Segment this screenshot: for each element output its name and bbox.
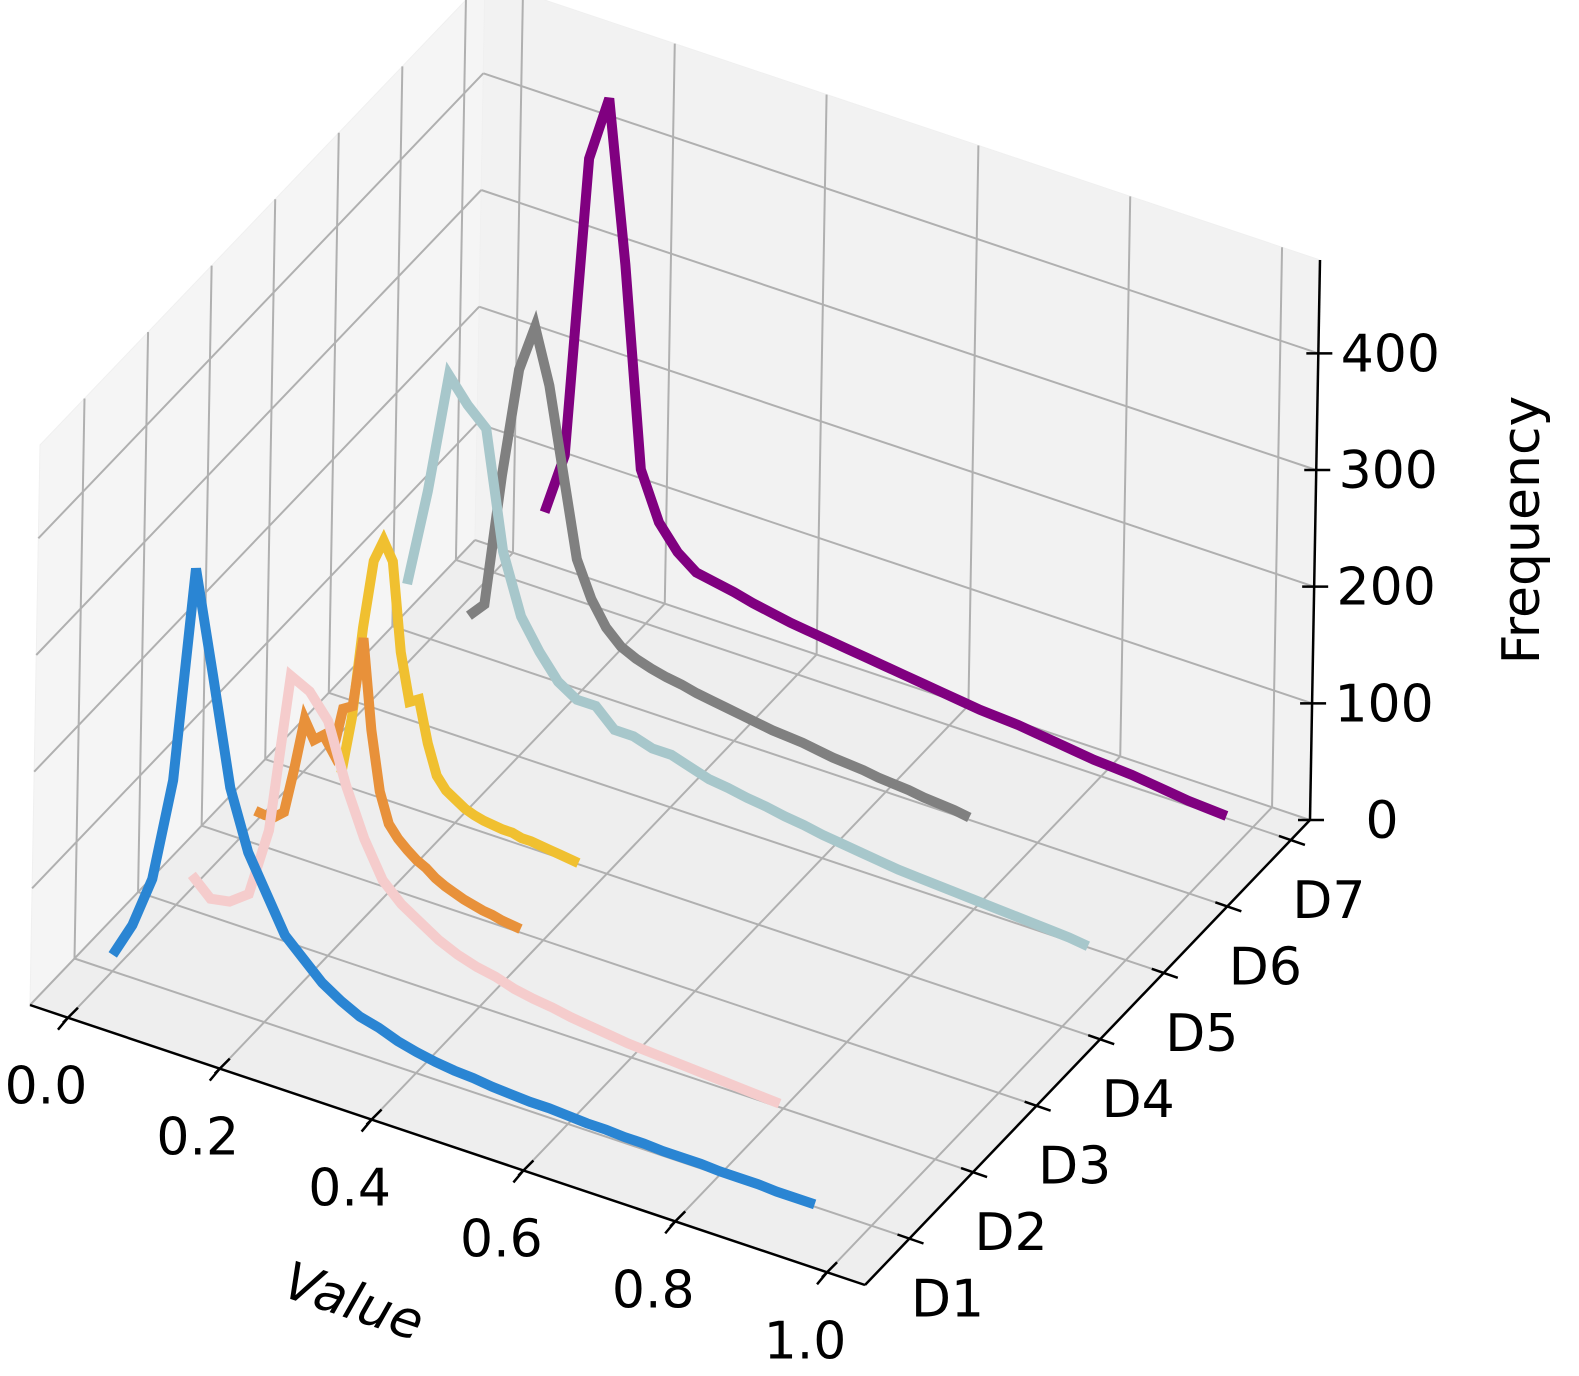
grid-line <box>35 189 482 656</box>
x-tick <box>664 1220 677 1235</box>
z-tick-label: 100 <box>1334 674 1433 734</box>
series-line <box>187 666 782 1109</box>
y-tick-label: D2 <box>975 1203 1048 1263</box>
y-tick-label: D4 <box>1102 1070 1175 1130</box>
x-axis-line <box>29 1003 866 1287</box>
grid-line <box>392 625 1228 908</box>
x-tick <box>56 1016 69 1031</box>
z-tick-label: 400 <box>1341 324 1440 384</box>
x-tick-label: 1.0 <box>764 1311 847 1371</box>
y-tick-label: D6 <box>1229 937 1302 997</box>
x-tick <box>208 1067 221 1082</box>
z-axis-line <box>1308 259 1322 821</box>
x-tick <box>360 1118 373 1133</box>
x-tick-label: 0.2 <box>156 1108 239 1168</box>
z-tick-label: 200 <box>1337 558 1436 618</box>
grid-line <box>37 72 485 540</box>
series-line <box>539 96 1229 821</box>
series-line <box>402 361 1090 951</box>
y-tick-label: D7 <box>1292 871 1365 931</box>
x-tick-label: 0.4 <box>308 1159 391 1219</box>
x-tick <box>816 1271 829 1286</box>
grid-line <box>31 422 478 890</box>
grid-line <box>137 891 974 1174</box>
grid-line <box>328 691 1165 974</box>
series-line <box>465 309 972 822</box>
series-line <box>253 637 523 934</box>
grid-line <box>478 305 1315 588</box>
grid-line <box>370 653 818 1121</box>
y-axis-line <box>864 819 1311 1286</box>
grid-line <box>483 72 1319 355</box>
series-line <box>108 567 817 1210</box>
grid-line <box>264 758 1101 1041</box>
z-axis-label: Frequency <box>1492 396 1552 665</box>
x-tick-label: 0.6 <box>460 1209 543 1269</box>
z-tick-label: 300 <box>1339 441 1438 501</box>
grid-line <box>219 602 666 1070</box>
grid-line <box>674 755 1121 1223</box>
y-tick-label: D1 <box>911 1270 984 1330</box>
grid-line <box>826 806 1273 1273</box>
x-tick-label: 0.0 <box>5 1057 88 1117</box>
grid-line <box>33 305 480 773</box>
grid-line <box>476 422 1313 705</box>
z-tick-label: 0 <box>1365 791 1398 851</box>
grid-line <box>201 824 1037 1107</box>
grid-line <box>474 539 1311 821</box>
y-tick-label: D5 <box>1165 1004 1238 1064</box>
x-tick-label: 0.8 <box>612 1260 695 1320</box>
x-tick <box>512 1169 525 1184</box>
series-line <box>336 528 581 868</box>
x-axis-label: Value <box>276 1251 431 1354</box>
y-tick-label: D3 <box>1038 1137 1111 1197</box>
